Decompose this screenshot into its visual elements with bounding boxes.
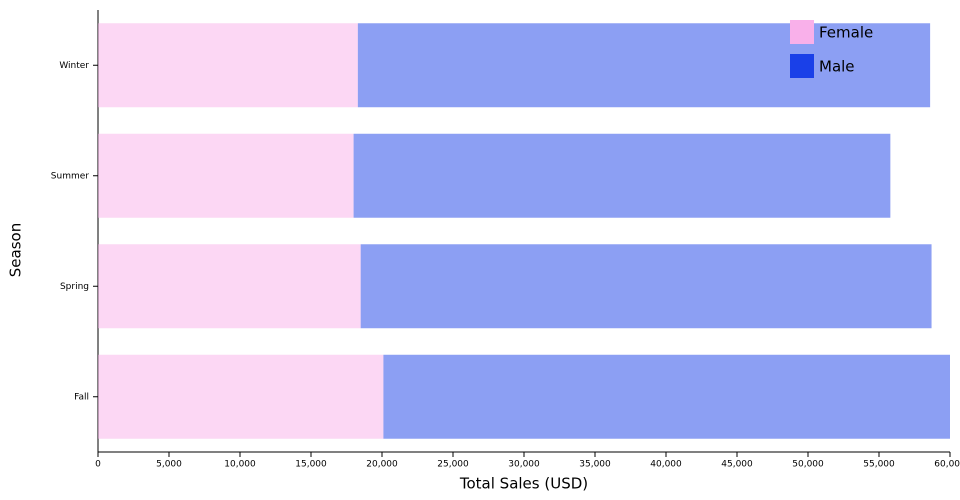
- bar-segment: [98, 244, 361, 329]
- bar-segment: [360, 244, 932, 329]
- bar-segment: [98, 23, 358, 108]
- x-tick-label: 45,000: [721, 460, 753, 470]
- y-tick-label: Fall: [74, 392, 89, 402]
- bar-segment: [383, 354, 950, 439]
- y-axis-title: Season: [7, 223, 25, 277]
- bar-segment: [357, 23, 931, 108]
- x-tick-label: 0: [95, 460, 101, 470]
- bar-segment: [98, 133, 354, 218]
- x-tick-label: 20,000: [366, 460, 398, 470]
- x-tick-label: 55,000: [863, 460, 895, 470]
- x-tick-label: 25,000: [437, 460, 469, 470]
- x-tick-label: 60,000: [934, 460, 960, 470]
- y-tick-label: Winter: [59, 61, 89, 71]
- legend-label: Male: [819, 58, 855, 76]
- bar-segment: [98, 354, 384, 439]
- x-tick-label: 40,000: [650, 460, 682, 470]
- x-tick-label: 10,000: [224, 460, 256, 470]
- legend-swatch: [790, 54, 814, 78]
- legend-swatch: [790, 20, 814, 44]
- x-tick-label: 15,000: [295, 460, 327, 470]
- y-tick-label: Spring: [60, 282, 89, 292]
- x-tick-label: 30,000: [508, 460, 540, 470]
- x-axis-title: Total Sales (USD): [459, 475, 588, 493]
- x-tick-label: 35,000: [579, 460, 611, 470]
- x-tick-label: 5,000: [156, 460, 182, 470]
- bar-segment: [353, 133, 891, 218]
- x-tick-label: 50,000: [792, 460, 824, 470]
- y-tick-label: Summer: [51, 171, 89, 181]
- legend-label: Female: [819, 24, 873, 42]
